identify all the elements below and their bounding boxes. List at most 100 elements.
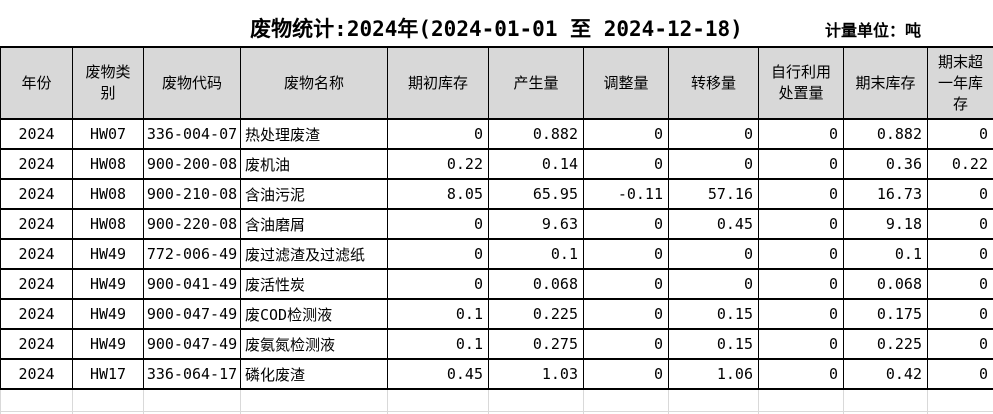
table-cell: 900-210-08 xyxy=(143,178,241,210)
table-cell: 0 xyxy=(758,208,844,240)
header-row: 年份 废物类别 废物代码 废物名称 期初库存 产生量 调整量 转移量 自行利用处置量 期末库存 期末… xyxy=(0,46,993,120)
table-cell: 0.175 xyxy=(843,298,928,330)
table-cell: 0 xyxy=(758,178,844,210)
table-row: 2024 HW49 900-047-49 废COD检测液 0.1 0.225 0 0.15 0 0… xyxy=(0,298,993,330)
table-cell: HW08 xyxy=(72,148,144,180)
table-cell: 0 xyxy=(583,358,669,390)
table-cell: 0 xyxy=(583,268,669,300)
empty-grid-cell xyxy=(240,390,388,412)
empty-grid-cell xyxy=(387,390,489,412)
table-cell: 0 xyxy=(927,238,993,270)
table-cell: 废氨氮检测液 xyxy=(240,328,388,360)
table-cell: 0 xyxy=(927,358,993,390)
column-header: 期末超一年库存 xyxy=(927,46,993,120)
table-cell: 0.882 xyxy=(843,118,928,150)
table-cell: 0.22 xyxy=(927,148,993,180)
table-cell: 0 xyxy=(387,268,489,300)
table-cell: 0 xyxy=(387,208,489,240)
table-cell: 8.05 xyxy=(387,178,489,210)
waste-statistics-table: 年份 废物类别 废物代码 废物名称 期初库存 产生量 调整量 转移量 自行利用处置量 期末库存 期末… xyxy=(0,46,993,390)
table-cell: 含油污泥 xyxy=(240,178,388,210)
table-row: 2024 HW07 336-004-07 热处理废渣 0 0.882 0 0 0 0.882 0 xyxy=(0,118,993,150)
table-cell: 900-220-08 xyxy=(143,208,241,240)
table-cell: 2024 xyxy=(0,328,73,360)
table-cell: 0 xyxy=(927,178,993,210)
table-cell: 磷化废渣 xyxy=(240,358,388,390)
table-cell: 900-047-49 xyxy=(143,328,241,360)
table-cell: 废COD检测液 xyxy=(240,298,388,330)
table-cell: 废过滤渣及过滤纸 xyxy=(240,238,388,270)
column-header: 年份 xyxy=(0,46,73,120)
table-cell: 0.22 xyxy=(387,148,489,180)
table-cell: 2024 xyxy=(0,358,73,390)
table-cell: 0 xyxy=(668,148,759,180)
table-row: 2024 HW08 900-220-08 含油磨屑 0 9.63 0 0.45 0 9.18 0 xyxy=(0,208,993,240)
table-cell: 9.63 xyxy=(488,208,584,240)
table-cell: 2024 xyxy=(0,238,73,270)
table-cell: 0 xyxy=(927,268,993,300)
table-cell: HW49 xyxy=(72,268,144,300)
table-row: 2024 HW08 900-200-08 废机油 0.22 0.14 0 0 0 0.36 0.22 xyxy=(0,148,993,180)
table-cell: 1.03 xyxy=(488,358,584,390)
table-cell: 65.95 xyxy=(488,178,584,210)
table-cell: 0.068 xyxy=(843,268,928,300)
table-cell: 0.225 xyxy=(488,298,584,330)
table-cell: 0 xyxy=(758,118,844,150)
table-cell: HW08 xyxy=(72,208,144,240)
table-cell: 0 xyxy=(927,328,993,360)
table-cell: 900-041-49 xyxy=(143,268,241,300)
column-header: 调整量 xyxy=(583,46,669,120)
table-cell: HW17 xyxy=(72,358,144,390)
table-cell: HW07 xyxy=(72,118,144,150)
title-bar: 废物统计:2024年(2024-01-01 至 2024-12-18) 计量单位… xyxy=(0,0,993,46)
table-cell: HW49 xyxy=(72,238,144,270)
empty-grid-body xyxy=(0,390,993,414)
column-header: 期初库存 xyxy=(387,46,489,120)
table-cell: 0 xyxy=(668,238,759,270)
table-cell: 0 xyxy=(758,148,844,180)
table-cell: 0.1 xyxy=(387,298,489,330)
table-cell: 0 xyxy=(927,118,993,150)
empty-grid-cell xyxy=(758,390,844,412)
table-row: 2024 HW17 336-064-17 磷化废渣 0.45 1.03 0 1.06 0 0.42… xyxy=(0,358,993,390)
empty-grid-cell xyxy=(0,390,73,412)
empty-grid-cell xyxy=(927,390,993,412)
table-cell: 0.45 xyxy=(387,358,489,390)
table-cell: 0.1 xyxy=(843,238,928,270)
table-cell: 336-064-17 xyxy=(143,358,241,390)
empty-grid-row xyxy=(0,390,993,412)
table-cell: 2024 xyxy=(0,118,73,150)
column-header: 废物名称 xyxy=(240,46,388,120)
table-cell: 0.068 xyxy=(488,268,584,300)
table-cell: 0 xyxy=(758,358,844,390)
table-cell: 0 xyxy=(758,268,844,300)
table-cell: 热处理废渣 xyxy=(240,118,388,150)
table-cell: 0 xyxy=(758,238,844,270)
table-row: 2024 HW49 900-047-49 废氨氮检测液 0.1 0.275 0 0.15 0 0.… xyxy=(0,328,993,360)
column-header: 期末库存 xyxy=(843,46,928,120)
table-cell: 772-006-49 xyxy=(143,238,241,270)
table-cell: 0.1 xyxy=(488,238,584,270)
table-cell: 0 xyxy=(668,268,759,300)
table-cell: 废活性炭 xyxy=(240,268,388,300)
report-title: 废物统计:2024年(2024-01-01 至 2024-12-18) xyxy=(250,17,743,41)
table-cell: 0 xyxy=(583,148,669,180)
column-header: 转移量 xyxy=(668,46,759,120)
table-cell: 0 xyxy=(758,298,844,330)
table-cell: 9.18 xyxy=(843,208,928,240)
table-cell: 2024 xyxy=(0,148,73,180)
empty-grid-row xyxy=(0,411,993,414)
table-cell: 900-200-08 xyxy=(143,148,241,180)
table-cell: 0 xyxy=(583,298,669,330)
column-header: 自行利用处置量 xyxy=(758,46,844,120)
table-cell: 0 xyxy=(387,238,489,270)
table-cell: 0 xyxy=(583,328,669,360)
empty-grid xyxy=(0,390,993,414)
table-row: 2024 HW08 900-210-08 含油污泥 8.05 65.95 -0.11 57.1… xyxy=(0,178,993,210)
table-cell: HW49 xyxy=(72,328,144,360)
table-cell: -0.11 xyxy=(583,178,669,210)
table-cell: 0.882 xyxy=(488,118,584,150)
table-cell: 336-004-07 xyxy=(143,118,241,150)
table-cell: 0 xyxy=(583,118,669,150)
table-cell: 1.06 xyxy=(668,358,759,390)
